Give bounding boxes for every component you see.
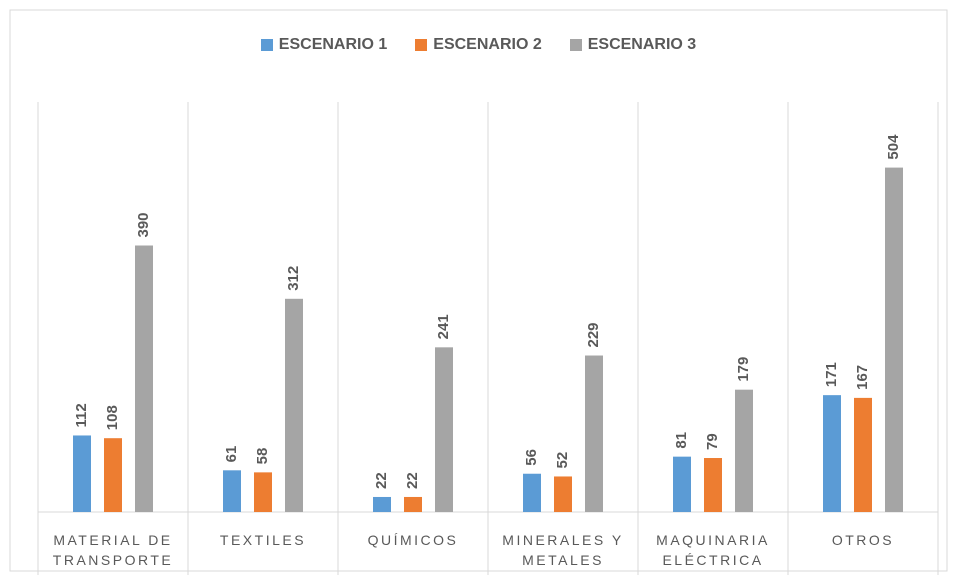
legend-swatch bbox=[415, 39, 428, 51]
bar bbox=[823, 395, 841, 512]
data-label: 61 bbox=[223, 446, 240, 463]
bar bbox=[704, 458, 722, 512]
data-label: 504 bbox=[885, 134, 902, 160]
data-label: 390 bbox=[135, 212, 152, 237]
data-label: 241 bbox=[435, 314, 452, 339]
bar bbox=[735, 389, 753, 512]
data-label: 52 bbox=[554, 452, 571, 469]
x-tick-label: TEXTILES bbox=[219, 532, 307, 548]
data-label: 81 bbox=[673, 432, 690, 449]
bar bbox=[585, 355, 603, 512]
data-label: 79 bbox=[704, 433, 721, 450]
x-tick-label: QUÍMICOS bbox=[367, 532, 459, 548]
legend-item: ESCENARIO 3 bbox=[569, 36, 697, 54]
legend-label: ESCENARIO 1 bbox=[278, 36, 388, 53]
bar bbox=[854, 397, 872, 512]
legend: ESCENARIO 1 ESCENARIO 2 ESCENARIO 3 bbox=[0, 36, 957, 54]
legend-swatch bbox=[569, 39, 582, 51]
bar bbox=[285, 298, 303, 512]
data-label: 58 bbox=[254, 448, 271, 465]
legend-label: ESCENARIO 3 bbox=[587, 36, 697, 53]
data-label: 22 bbox=[404, 472, 421, 489]
bar bbox=[104, 438, 122, 512]
bar bbox=[135, 245, 153, 512]
bar bbox=[73, 435, 91, 512]
data-label: 167 bbox=[854, 365, 871, 390]
data-label: 171 bbox=[823, 362, 840, 387]
legend-item: ESCENARIO 2 bbox=[415, 36, 542, 54]
bar bbox=[523, 473, 541, 512]
data-label: 312 bbox=[285, 266, 302, 291]
legend-label: ESCENARIO 2 bbox=[433, 36, 542, 53]
bar bbox=[373, 496, 391, 512]
data-label: 179 bbox=[735, 357, 752, 382]
bar bbox=[404, 496, 422, 512]
data-label: 56 bbox=[523, 449, 540, 466]
legend-swatch bbox=[260, 39, 273, 51]
data-label: 229 bbox=[585, 322, 602, 347]
chart-border bbox=[9, 9, 948, 572]
legend-item: ESCENARIO 1 bbox=[260, 36, 388, 54]
bar bbox=[223, 470, 241, 512]
data-label: 112 bbox=[73, 403, 90, 427]
bar bbox=[435, 347, 453, 512]
x-tick-label: MAQUINARIA ELÉCTRICA bbox=[656, 532, 770, 568]
x-tick-label: MINERALES Y METALES bbox=[502, 532, 624, 568]
data-label: 22 bbox=[373, 472, 390, 489]
bar bbox=[554, 476, 572, 512]
x-tick-label: OTROS bbox=[831, 532, 895, 548]
data-label: 108 bbox=[104, 405, 121, 430]
bar bbox=[885, 167, 903, 512]
x-tick-label: MATERIAL DE TRANSPORTE bbox=[52, 532, 174, 568]
bar bbox=[254, 472, 272, 512]
bar bbox=[673, 456, 691, 512]
